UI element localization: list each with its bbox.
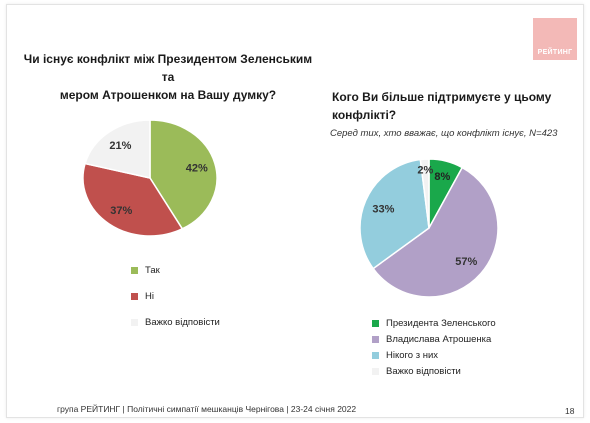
pie1-legend-label: Так bbox=[145, 264, 160, 276]
pie2-legend-label: Президента Зеленського bbox=[386, 317, 496, 329]
pie1-label-0: 42% bbox=[186, 163, 208, 175]
pie1-legend: Так Ні Важко відповісти bbox=[131, 257, 220, 335]
pie2-legend-item: Важко відповісти bbox=[372, 363, 496, 379]
pie1-label-1: 37% bbox=[110, 205, 132, 217]
pie1-legend-item: Важко відповісти bbox=[131, 309, 220, 335]
pie2-label-0: 8% bbox=[434, 171, 450, 183]
pie2-legend-swatch bbox=[372, 335, 379, 343]
pie1-label-2: 21% bbox=[109, 140, 131, 152]
pie1-slice-1 bbox=[82, 162, 184, 237]
pie-chart-conflict: 42% 37% 21% bbox=[82, 119, 218, 237]
pie2-legend-label: Владислава Атрошенка bbox=[386, 333, 492, 345]
pie2-legend-swatch bbox=[372, 319, 379, 327]
pie2-title-line1: Кого Ви більше підтримуєте у цьому bbox=[332, 90, 552, 104]
pie2-sample-note: Серед тих, хто вважає, що конфлікт існує… bbox=[330, 128, 558, 139]
pie1-title-line2: мером Атрошенком на Вашу думку? bbox=[59, 88, 277, 102]
pie2-legend-item: Владислава Атрошенка bbox=[372, 331, 496, 347]
pie1-legend-label: Ні bbox=[145, 290, 154, 302]
slide-frame bbox=[6, 4, 584, 418]
pie1-legend-swatch bbox=[131, 266, 138, 274]
logo-text: РЕЙТИНГ bbox=[537, 49, 573, 56]
pie2-slice-1 bbox=[372, 166, 499, 298]
page-number: 18 bbox=[565, 406, 575, 416]
footer-text: група РЕЙТИНГ | Політичні симпатії мешка… bbox=[57, 404, 357, 414]
pie2-legend: Президента Зеленського Владислава Атрошен… bbox=[372, 315, 496, 379]
pie2-legend-item: Президента Зеленського bbox=[372, 315, 496, 331]
pie2-slice-3 bbox=[419, 158, 430, 229]
pie1-legend-item: Ні bbox=[131, 283, 220, 309]
pie2-legend-label: Важко відповісти bbox=[386, 365, 461, 377]
pie1-slice-0 bbox=[149, 119, 218, 230]
pie1-title: Чи існує конфлікт між Президентом Зеленс… bbox=[18, 50, 318, 104]
pie2-label-1: 57% bbox=[455, 256, 477, 268]
pie2-legend-swatch bbox=[372, 351, 379, 359]
pie2-label-3: 2% bbox=[417, 164, 433, 176]
rating-logo: РЕЙТИНГ bbox=[533, 18, 577, 60]
pie2-title: Кого Ви більше підтримуєте у цьому конфл… bbox=[318, 88, 588, 124]
pie1-legend-swatch bbox=[131, 318, 138, 326]
pie1-title-line1: Чи існує конфлікт між Президентом Зеленс… bbox=[23, 52, 313, 84]
pie2-legend-item: Нікого з них bbox=[372, 347, 496, 363]
pie1-legend-label: Важко відповісти bbox=[145, 316, 220, 328]
pie1-legend-item: Так bbox=[131, 257, 220, 283]
pie2-title-line2: конфлікті? bbox=[332, 108, 397, 122]
pie1-slice-2 bbox=[84, 119, 151, 179]
pie-chart-support: 8% 57% 33% 2% bbox=[359, 158, 499, 298]
pie2-legend-swatch bbox=[372, 367, 379, 375]
pie1-legend-swatch bbox=[131, 292, 138, 300]
pie2-label-2: 33% bbox=[372, 203, 394, 215]
pie2-legend-label: Нікого з них bbox=[386, 349, 438, 361]
pie2-slice-2 bbox=[359, 158, 430, 270]
